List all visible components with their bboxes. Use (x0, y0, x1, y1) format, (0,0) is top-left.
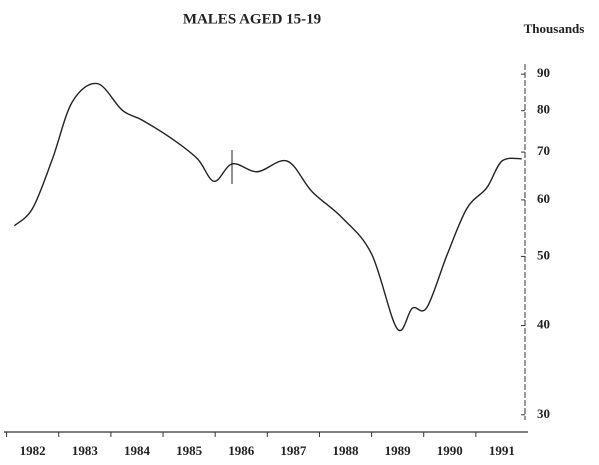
y-tick-label: 80 (537, 102, 550, 117)
y-tick-label: 30 (537, 406, 550, 421)
y-tick-label: 70 (537, 143, 550, 158)
x-tick-label: 1982 (20, 443, 46, 458)
y-axis-label: Thousands (524, 21, 585, 36)
y-tick-label: 40 (537, 317, 550, 332)
x-tick-label: 1990 (437, 443, 463, 458)
x-tick-label: 1986 (228, 443, 255, 458)
x-tick-label: 1989 (385, 443, 412, 458)
chart-title: MALES AGED 15-19 (183, 11, 321, 27)
y-tick-label: 50 (537, 247, 550, 262)
x-tick-label: 1991 (489, 443, 515, 458)
x-tick-label: 1987 (280, 443, 307, 458)
data-line (13, 82, 522, 332)
y-tick-label: 90 (537, 65, 550, 80)
x-tick-label: 1985 (176, 443, 203, 458)
x-tick-label: 1983 (72, 443, 99, 458)
x-tick-label: 1988 (333, 443, 360, 458)
x-tick-label: 1984 (124, 443, 151, 458)
y-tick-label: 60 (537, 191, 550, 206)
